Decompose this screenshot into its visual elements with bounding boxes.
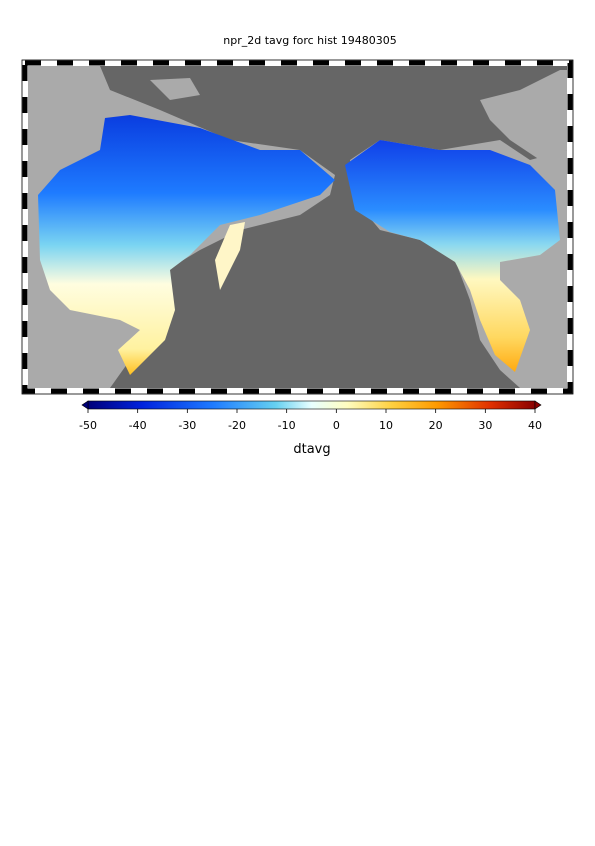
- colorbar-tick-label: 10: [379, 419, 393, 432]
- map-border: [22, 60, 573, 394]
- colorbar-label: dtavg: [293, 442, 330, 457]
- colorbar-tick-label: -50: [79, 419, 97, 432]
- title: npr_2d tavg forc hist 19480305: [223, 34, 396, 47]
- colorbar-tick-label: -40: [129, 419, 147, 432]
- colorbar-tick-label: 40: [528, 419, 542, 432]
- field-kamchatka: [215, 222, 245, 290]
- colorbar-tick-label: 0: [333, 419, 340, 432]
- colorbar-tick-label: 30: [478, 419, 492, 432]
- field-america: [345, 140, 560, 372]
- colorbar: [81, 400, 542, 410]
- colorbar-arrow-high: [534, 400, 542, 410]
- colorbar-tick-label: -10: [278, 419, 296, 432]
- colorbar-tick-label: -20: [228, 419, 246, 432]
- colorbar-arrow-low: [81, 400, 89, 410]
- colorbar-tick-label: 20: [429, 419, 443, 432]
- field-asia: [38, 115, 335, 375]
- land-canada-arctic: [480, 70, 567, 160]
- colorbar-tick-label: -30: [178, 419, 196, 432]
- colorbar-scale: [87, 400, 536, 410]
- land-island: [150, 78, 200, 100]
